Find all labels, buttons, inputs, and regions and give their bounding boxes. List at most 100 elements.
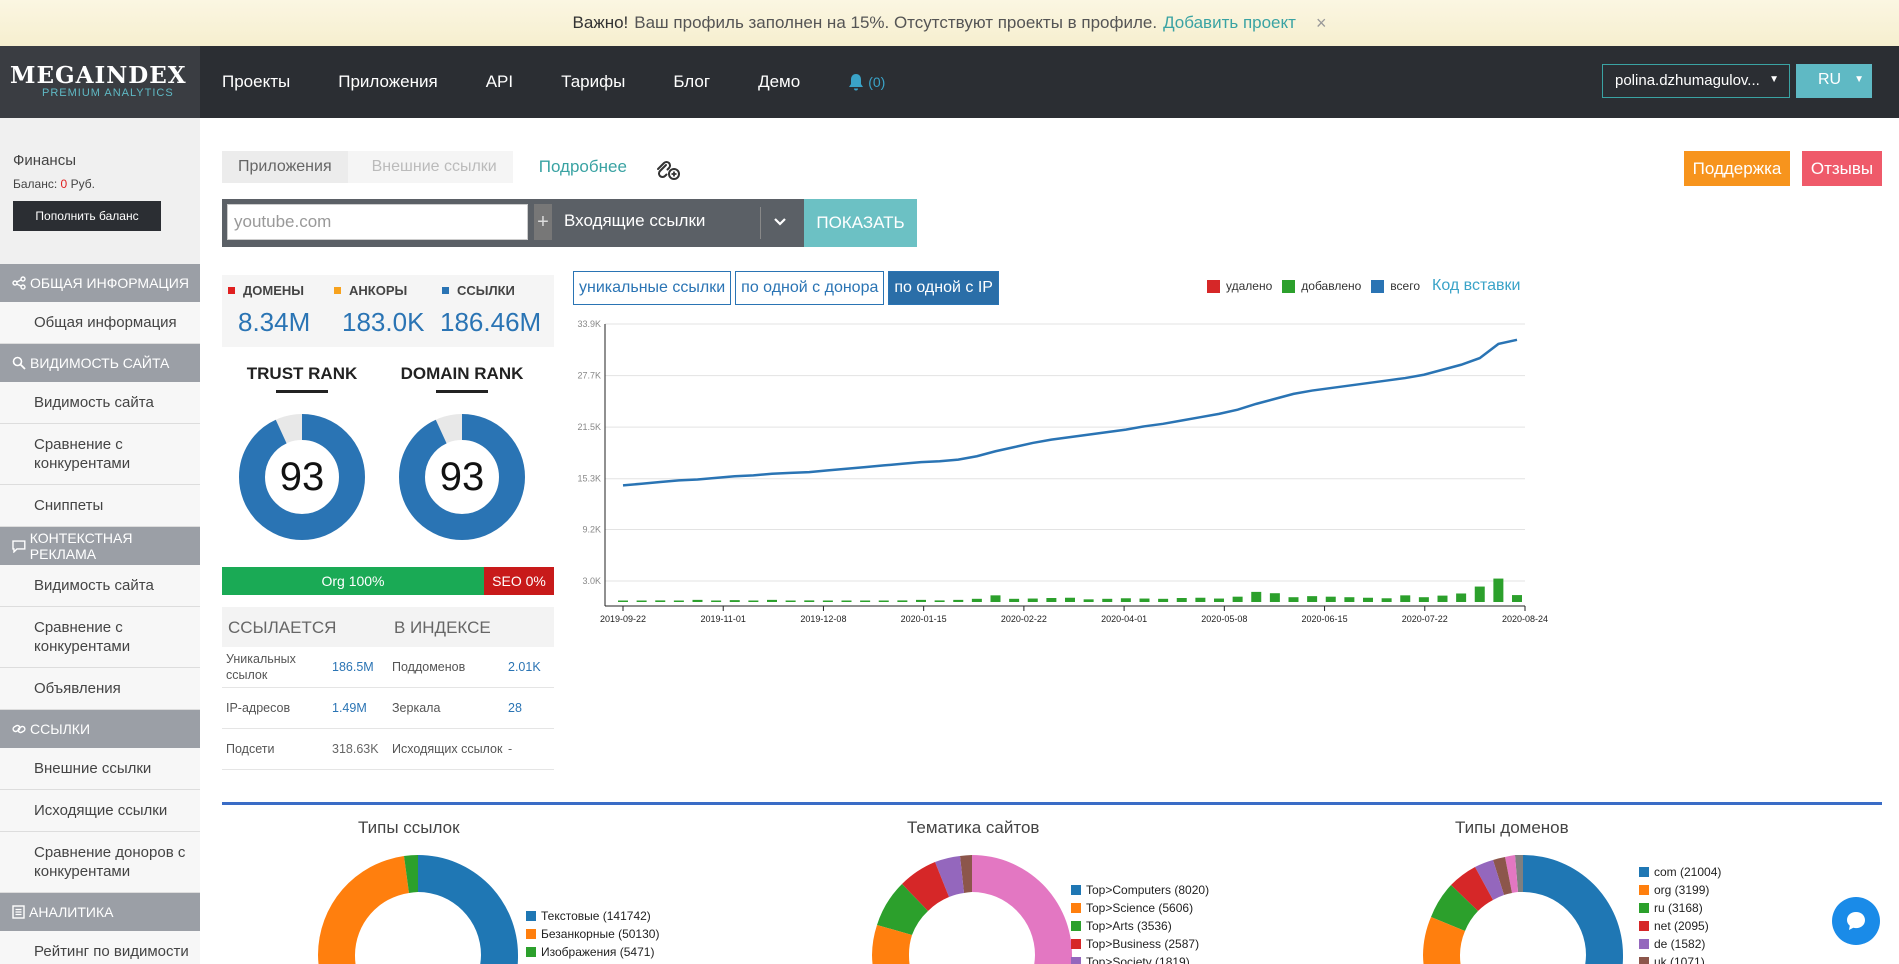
sidebar-section-ads[interactable]: КОНТЕКСТНАЯ РЕКЛАМА: [0, 527, 200, 565]
legend-total[interactable]: всего: [1371, 279, 1420, 293]
legend-item[interactable]: Top>Society (1819): [1071, 953, 1209, 964]
add-domain-button[interactable]: +: [534, 204, 552, 240]
added-bar: [1344, 597, 1355, 602]
sidebar-item-ads-compare[interactable]: Сравнение с конкурентами: [0, 607, 200, 668]
chat-button[interactable]: [1832, 897, 1880, 945]
legend-item[interactable]: uk (1071): [1639, 953, 1721, 964]
legend-item[interactable]: ru (3168): [1639, 899, 1721, 917]
topup-button[interactable]: Пополнить баланс: [13, 201, 161, 231]
row-value[interactable]: 186.5M: [332, 660, 374, 674]
sidebar-item-visibility[interactable]: Видимость сайта: [0, 382, 200, 424]
links-label: ССЫЛКИ: [442, 283, 515, 298]
domains-marker: [228, 287, 235, 294]
notifications-button[interactable]: (0): [848, 73, 885, 91]
link-type-select[interactable]: Входящие ссылки: [564, 211, 706, 230]
legend-item[interactable]: Изображения (5471): [526, 943, 659, 961]
added-bar: [1363, 597, 1373, 602]
search-icon: [12, 356, 26, 370]
feedback-button[interactable]: Отзывы: [1802, 151, 1882, 186]
sidebar-item-external-links[interactable]: Внешние ссылки: [0, 748, 200, 790]
legend-item[interactable]: Top>Computers (8020): [1071, 881, 1209, 899]
add-link-icon[interactable]: [653, 153, 681, 181]
row-value[interactable]: 28: [508, 701, 522, 715]
added-bar: [990, 595, 1001, 602]
sidebar-item-snippets[interactable]: Сниппеты: [0, 485, 200, 527]
legend-item[interactable]: org (3199): [1639, 881, 1721, 899]
embed-code-link[interactable]: Код вставки: [1432, 277, 1521, 294]
nav-tariffs[interactable]: Тарифы: [561, 72, 626, 91]
chat-icon: [12, 540, 26, 553]
chart-legend: удалено добавлено всего Код вставки: [1207, 277, 1520, 295]
sidebar-section-links[interactable]: ССЫЛКИ: [0, 710, 200, 748]
added-bar: [1307, 596, 1318, 602]
added-bar: [822, 600, 833, 602]
legend-item[interactable]: Top>Arts (3536): [1071, 917, 1209, 935]
added-bar: [1158, 598, 1169, 602]
breadcrumb: Приложения Внешние ссылки Подробнее: [222, 151, 681, 183]
language-select[interactable]: RU ▼: [1796, 64, 1872, 98]
tab-one-per-donor[interactable]: по одной с донора: [735, 271, 885, 305]
legend-item[interactable]: Текстовые (141742): [526, 907, 659, 925]
sidebar-section-analytics[interactable]: АНАЛИТИКА: [0, 893, 200, 931]
added-bar: [1139, 598, 1150, 602]
legend-item[interactable]: Top>Business (2587): [1071, 935, 1209, 953]
close-icon[interactable]: ×: [1315, 12, 1327, 33]
section-divider: [222, 802, 1882, 805]
legend-added[interactable]: добавлено: [1282, 279, 1361, 293]
row-value[interactable]: 1.49M: [332, 701, 367, 715]
legend-item[interactable]: com (21004): [1639, 863, 1721, 881]
logo[interactable]: MEGAINDEX PREMIUM ANALYTICS: [0, 46, 200, 118]
nav-api[interactable]: API: [485, 72, 514, 91]
nav-apps[interactable]: Приложения: [338, 72, 438, 91]
added-bar: [934, 600, 945, 602]
sidebar: Финансы Баланс: 0 Руб. Пополнить баланс …: [0, 118, 200, 964]
sidebar-item-outgoing-links[interactable]: Исходящие ссылки: [0, 790, 200, 832]
domain-input[interactable]: [227, 204, 528, 240]
language-value: RU: [1818, 71, 1842, 88]
more-link[interactable]: Подробнее: [538, 157, 627, 176]
nav-blog[interactable]: Блог: [673, 72, 711, 91]
added-bar: [1027, 598, 1038, 602]
show-button[interactable]: ПОКАЗАТЬ: [804, 199, 917, 247]
sidebar-item-donors-compare[interactable]: Сравнение доноров с конкурентами: [0, 832, 200, 893]
added-bar: [860, 600, 871, 602]
x-tick-label: 2020-02-22: [1001, 614, 1047, 624]
legend-item[interactable]: de (1582): [1639, 935, 1721, 953]
sidebar-item-ads[interactable]: Объявления: [0, 668, 200, 710]
sidebar-section-visibility[interactable]: ВИДИМОСТЬ САЙТА: [0, 344, 200, 382]
legend-item[interactable]: net (2095): [1639, 917, 1721, 935]
support-button[interactable]: Поддержка: [1684, 151, 1790, 186]
sidebar-item-rating[interactable]: Рейтинг по видимости: [0, 931, 200, 964]
added-bar: [1195, 597, 1206, 602]
x-tick-label: 2020-08-24: [1502, 614, 1548, 624]
legend-item[interactable]: Top>Science (5606): [1071, 899, 1209, 917]
anchors-marker: [334, 287, 341, 294]
tab-one-per-ip[interactable]: по одной с IP: [888, 271, 999, 305]
balance-unit: Руб.: [70, 177, 95, 191]
link-types-donut: [318, 855, 518, 964]
added-bar: [767, 599, 777, 602]
trust-rank-value: 93: [279, 454, 325, 499]
domain-rank-donut: 93: [398, 413, 526, 541]
sidebar-item-general-info[interactable]: Общая информация: [0, 302, 200, 344]
add-project-link[interactable]: Добавить проект: [1163, 13, 1296, 32]
user-select[interactable]: polina.dzhumagulov... ▼: [1602, 64, 1790, 98]
sidebar-item-ads-visibility[interactable]: Видимость сайта: [0, 565, 200, 607]
topics-title: Тематика сайтов: [907, 818, 1040, 837]
sidebar-item-compare[interactable]: Сравнение с конкурентами: [0, 424, 200, 485]
chevron-down-icon: ▼: [1854, 74, 1864, 85]
breadcrumb-apps[interactable]: Приложения: [222, 151, 348, 183]
row-value[interactable]: 2.01K: [508, 660, 541, 674]
tab-unique-links[interactable]: уникальные ссылки: [573, 271, 732, 305]
nav-projects[interactable]: Проекты: [222, 72, 291, 91]
table-header: ССЫЛАЕТСЯ В ИНДЕКСЕ: [222, 607, 554, 647]
chevron-down-icon[interactable]: [772, 207, 788, 242]
added-bar: [1232, 596, 1243, 602]
legend-item[interactable]: Безанкорные (50130): [526, 925, 659, 943]
sidebar-section-general[interactable]: ОБЩАЯ ИНФОРМАЦИЯ: [0, 264, 200, 302]
search-bar: + Входящие ссылки: [222, 199, 804, 247]
nav-demo[interactable]: Демо: [758, 72, 801, 91]
org-seo-bar: Org 100% SEO 0%: [222, 567, 554, 595]
legend-removed[interactable]: удалено: [1207, 279, 1272, 293]
balance: Баланс: 0 Руб.: [13, 177, 200, 191]
